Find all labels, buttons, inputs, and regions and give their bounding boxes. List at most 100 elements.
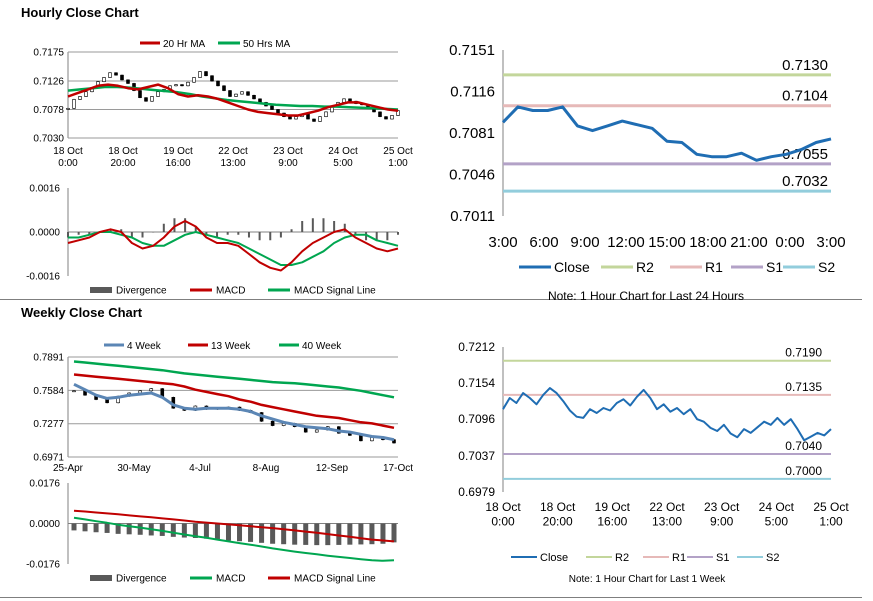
legend-4wk-label: 4 Week <box>127 341 162 352</box>
weekly-price-x-tick: 4-Jul <box>189 463 211 474</box>
weekly-macd-divergence-bar <box>391 523 397 543</box>
hourly-price-candle-body <box>288 116 292 120</box>
hourly-macd-divergence-bar <box>120 229 123 232</box>
hourly-macd-divergence-bar <box>109 229 112 232</box>
bottom-divider <box>0 597 862 598</box>
hourly-20hr-ma-line <box>67 83 399 117</box>
weekly-sr-y-tick: 0.7096 <box>458 412 495 426</box>
hourly-price-candle-body <box>210 75 214 82</box>
hourly-macd-divergence-bar <box>88 232 91 235</box>
hourly-price-candle-body <box>390 115 394 120</box>
weekly-macd-divergence-bar <box>71 523 77 531</box>
hourly-price-y-tick: 0.7078 <box>33 105 64 116</box>
legend-hourly-divergence-label: Divergence <box>116 286 167 297</box>
hourly-sr-y-tick: 0.7081 <box>449 125 495 142</box>
hourly-price-candle-body <box>324 111 328 117</box>
weekly-sr-y-tick: 0.7212 <box>458 340 495 354</box>
hourly-price-candle-body <box>240 91 244 95</box>
weekly-macd-divergence-bar <box>237 523 243 542</box>
legend-20hr-ma-label: 20 Hr MA <box>163 39 206 50</box>
hourly-price-candle-body <box>216 80 220 87</box>
weekly-sr-s2-label: 0.7000 <box>785 464 822 478</box>
hourly-sr-x-tick: 9:00 <box>570 234 599 251</box>
hourly-sr-x-tick: 6:00 <box>529 234 558 251</box>
hourly-macd-divergence-bar <box>397 232 399 235</box>
hourly-price-candle-body <box>270 105 274 110</box>
hourly-macd-divergence-bar <box>301 221 304 232</box>
hourly-price-y-tick: 0.7175 <box>33 48 64 59</box>
hourly-price-candle-body <box>102 77 106 82</box>
hourly-price-candle-body <box>150 96 154 102</box>
hourly-sr-s2-label: 0.7032 <box>782 173 828 190</box>
weekly-sr-y-tick: 0.7037 <box>458 449 495 463</box>
hourly-section-title: Hourly Close Chart <box>21 5 139 20</box>
weekly-macd-divergence-bar <box>82 523 88 532</box>
weekly-price-x-tick: 17-Oct <box>383 463 413 474</box>
weekly-sr-x-tick: 18 Oct 20:00 <box>540 500 576 528</box>
weekly-section-title: Weekly Close Chart <box>21 305 143 320</box>
legend-50hr-ma-label: 50 Hrs MA <box>243 39 291 50</box>
weekly-price-candle-body <box>359 435 363 442</box>
hourly-macd-divergence-bar <box>237 232 240 235</box>
hourly-price-candle-body <box>120 74 124 81</box>
hourly-macd-divergence-bar <box>311 218 314 232</box>
hourly-price-x-tick: 19 Oct 16:00 <box>163 146 193 169</box>
weekly-price-y-tick: 0.7891 <box>33 353 64 364</box>
hourly-macd-line <box>67 220 399 272</box>
weekly-macd-line <box>73 516 395 562</box>
weekly-sr-y-tick: 0.6979 <box>458 485 495 499</box>
weekly-price-candle-body <box>149 388 154 392</box>
legend-hourly-signal-swatch <box>268 288 290 292</box>
hourly-price-candle-body <box>294 116 298 120</box>
legend-weekly-sr-s2-label: S2 <box>766 552 779 564</box>
weekly-macd-divergence-bar <box>314 523 320 546</box>
weekly-macd-divergence-bar <box>248 523 254 542</box>
hourly-price-candle-body <box>84 91 88 97</box>
legend-weekly-macd-swatch <box>190 576 212 580</box>
weekly-macd-divergence-bar <box>93 523 99 533</box>
hourly-macd-divergence-bar <box>226 232 229 235</box>
hourly-sr-s1-label: 0.7055 <box>782 146 828 163</box>
hourly-price-x-tick: 22 Oct 13:00 <box>218 146 248 169</box>
hourly-price-candle-body <box>384 116 388 120</box>
weekly-macd-divergence-bar <box>281 523 287 545</box>
hourly-sr-x-tick: 3:00 <box>816 234 845 251</box>
weekly-note: Note: 1 Hour Chart for Last 1 Week <box>569 574 727 585</box>
weekly-macd-divergence-bar <box>259 523 265 543</box>
hourly-price-candle-body <box>144 97 148 102</box>
hourly-macd-divergence-bar <box>205 232 208 235</box>
weekly-price-candle-body <box>105 399 109 404</box>
hourly-macd-divergence-bar <box>194 226 197 232</box>
hourly-price-candle-body <box>78 96 82 100</box>
weekly-sr-close-line <box>502 387 832 442</box>
hourly-price-candle-body <box>306 113 310 120</box>
weekly-price-candle-body <box>270 420 275 426</box>
hourly-price-candle-body <box>204 71 208 77</box>
hourly-price-x-tick: 18 Oct 0:00 <box>53 146 83 169</box>
legend-weekly-signal-swatch <box>268 576 290 580</box>
weekly-sr-y-tick: 0.7154 <box>458 376 495 390</box>
hourly-macd-divergence-bar <box>152 232 155 233</box>
hourly-sr-r1-label: 0.7104 <box>782 88 828 105</box>
weekly-macd-y-tick: 0.0176 <box>29 479 60 490</box>
hourly-macd-y-tick: 0.0000 <box>29 228 60 239</box>
weekly-macd-divergence-bar <box>270 523 276 544</box>
weekly-sr-s1-label: 0.7040 <box>785 439 822 453</box>
legend-hourly-sr-close-label: Close <box>554 259 590 275</box>
hourly-sr-y-tick: 0.7011 <box>450 208 495 225</box>
hourly-sr-y-tick: 0.7046 <box>449 167 495 184</box>
legend-hourly-sr-s1-label: S1 <box>766 259 783 275</box>
weekly-macd-divergence-bar <box>126 523 132 535</box>
weekly-sr-x-tick: 25 Oct 1:00 <box>813 500 849 528</box>
legend-hourly-sr-r1-label: R1 <box>705 259 723 275</box>
weekly-sr-x-tick: 24 Oct 5:00 <box>759 500 795 528</box>
hourly-price-x-tick: 23 Oct 9:00 <box>273 146 303 169</box>
hourly-macd-divergence-bar <box>247 232 250 238</box>
hourly-price-candle-body <box>222 85 226 91</box>
weekly-sr-x-tick: 23 Oct 9:00 <box>704 500 740 528</box>
weekly-sr-r1-label: 0.7135 <box>785 380 822 394</box>
hourly-price-candle-body <box>348 98 352 102</box>
weekly-macd-divergence-bar <box>170 523 176 537</box>
weekly-macd-divergence-bar <box>380 523 386 544</box>
